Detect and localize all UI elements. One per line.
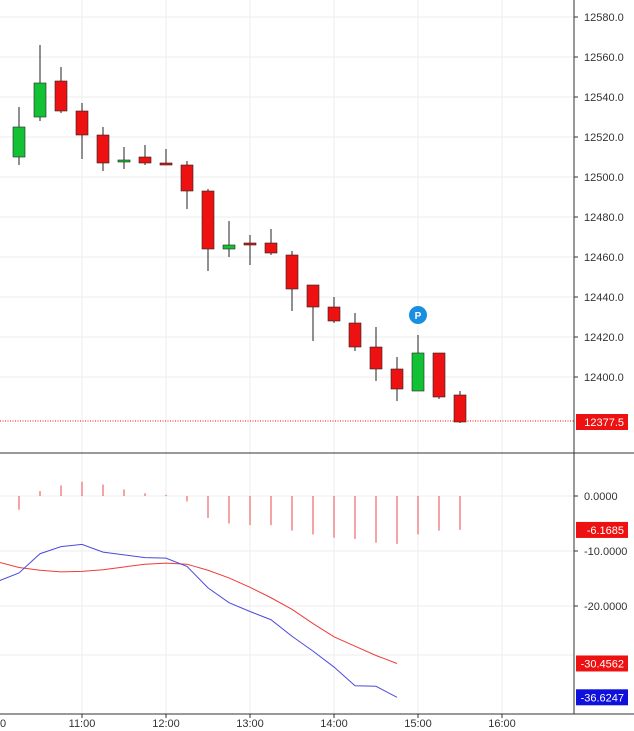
x-tick-label: 16:00	[488, 718, 516, 730]
price-y-tick-label: 12520.0	[584, 132, 624, 144]
candle-body	[201, 190, 215, 250]
price-y-tick-label: 12440.0	[584, 292, 624, 304]
candle-body	[243, 242, 257, 246]
candle-body	[117, 159, 131, 163]
candle-body	[285, 254, 299, 290]
price-y-tick-label: 12500.0	[584, 172, 624, 184]
candle-body	[306, 284, 320, 308]
price-y-tick-label: 12580.0	[584, 12, 624, 24]
histogram-tag-pointer	[576, 525, 580, 534]
event-marker-label: P	[415, 311, 422, 322]
indicator-y-tick-label: -10.0000	[584, 546, 627, 558]
signal-tag-pointer	[576, 659, 580, 668]
candle-body	[180, 164, 194, 192]
price-y-tick-label: 12560.0	[584, 52, 624, 64]
last-price-tag-label: 12377.5	[584, 417, 624, 429]
signal-tag-label: -30.4562	[581, 658, 624, 670]
x-tick-label-partial: 0	[0, 718, 6, 730]
candle-body	[411, 352, 425, 392]
candle-body	[96, 134, 110, 164]
x-tick-label: 11:00	[69, 718, 96, 730]
indicator-panel[interactable]	[0, 481, 461, 698]
candle-body	[390, 368, 404, 390]
last-price-tag-bg	[576, 414, 628, 430]
indicator-y-tick-label: -20.0000	[584, 601, 627, 613]
candle-body	[75, 110, 89, 136]
macd-line	[0, 543, 398, 698]
candle-body	[369, 346, 383, 370]
candle-body	[33, 82, 47, 118]
x-tick-label: 12:00	[152, 718, 180, 730]
price-y-tick-label: 12480.0	[584, 212, 624, 224]
x-tick-label: 14:00	[320, 718, 348, 730]
tags-layer: 12377.5 -6.1685 -30.4562 -36.6247	[576, 414, 628, 706]
indicator-y-tick-label: 0.0000	[584, 491, 618, 503]
candle-body	[264, 242, 278, 254]
price-y-tick-label: 12400.0	[584, 372, 624, 384]
candle-body	[159, 162, 173, 166]
signal-tag-bg	[576, 655, 628, 672]
price-y-tick-label: 12460.0	[584, 252, 624, 264]
candle-body	[12, 126, 26, 158]
macd-tag-bg	[576, 689, 628, 706]
histogram-tag-bg	[576, 521, 628, 538]
price-y-tick-label: 12420.0	[584, 332, 624, 344]
x-tick-label: 15:00	[404, 718, 432, 730]
candle-body	[348, 322, 362, 348]
x-tick-label: 13:00	[236, 718, 264, 730]
candle-body	[138, 156, 152, 164]
last-price-tag-pointer	[576, 418, 580, 426]
macd-tag-pointer	[576, 693, 580, 702]
candle-body	[453, 394, 467, 423]
candle-body	[54, 80, 68, 112]
histogram-tag-label: -6.1685	[587, 525, 624, 537]
candle-body	[222, 244, 236, 250]
candle-body	[327, 306, 341, 322]
price-panel[interactable]: P	[0, 45, 574, 423]
candle-body	[432, 352, 446, 398]
signal-line	[0, 562, 398, 664]
event-marker	[409, 306, 427, 324]
macd-tag-label: -36.6247	[581, 692, 624, 704]
price-y-tick-label: 12540.0	[584, 92, 624, 104]
